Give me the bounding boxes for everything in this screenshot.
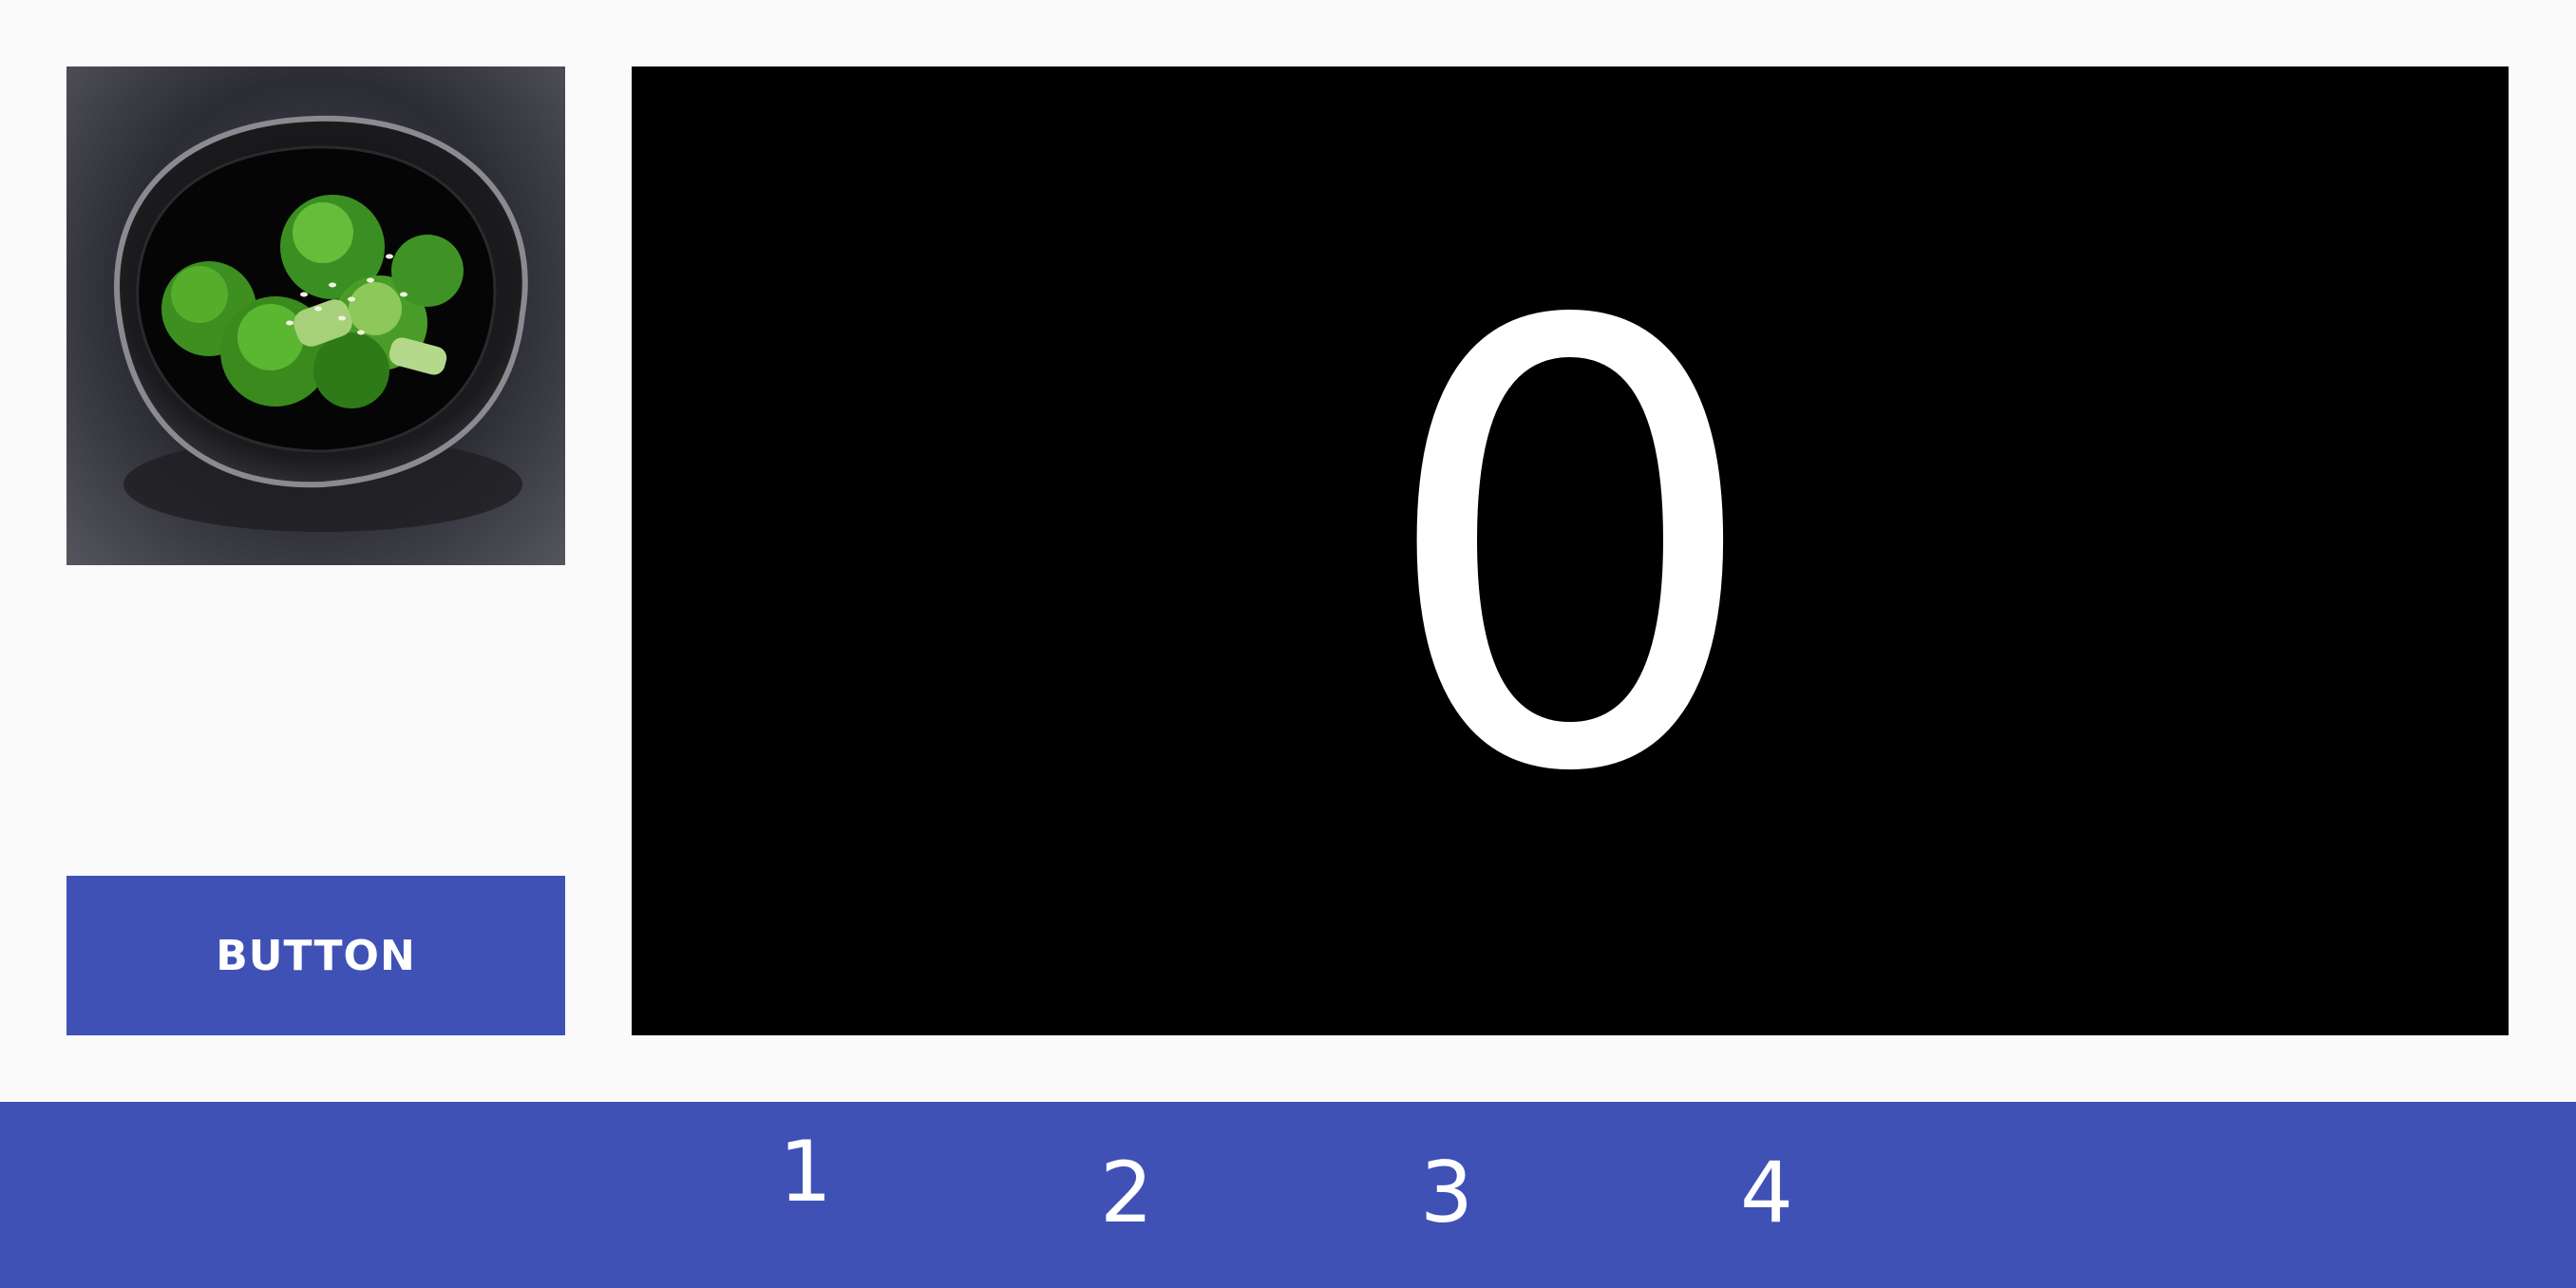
broccoli-bowl-image: [66, 66, 565, 565]
nav-item-3[interactable]: 3: [1420, 1144, 1473, 1241]
counter-value: 0: [1376, 197, 1764, 904]
nav-item-4[interactable]: 4: [1740, 1144, 1793, 1241]
nav-item-2[interactable]: 2: [1100, 1144, 1153, 1241]
nav-item-1[interactable]: 1: [779, 1123, 832, 1221]
bottom-navigation-bar: 1 2 3 4: [0, 1102, 2576, 1288]
action-button[interactable]: BUTTON: [66, 876, 565, 1035]
counter-display: 0: [632, 66, 2509, 1035]
